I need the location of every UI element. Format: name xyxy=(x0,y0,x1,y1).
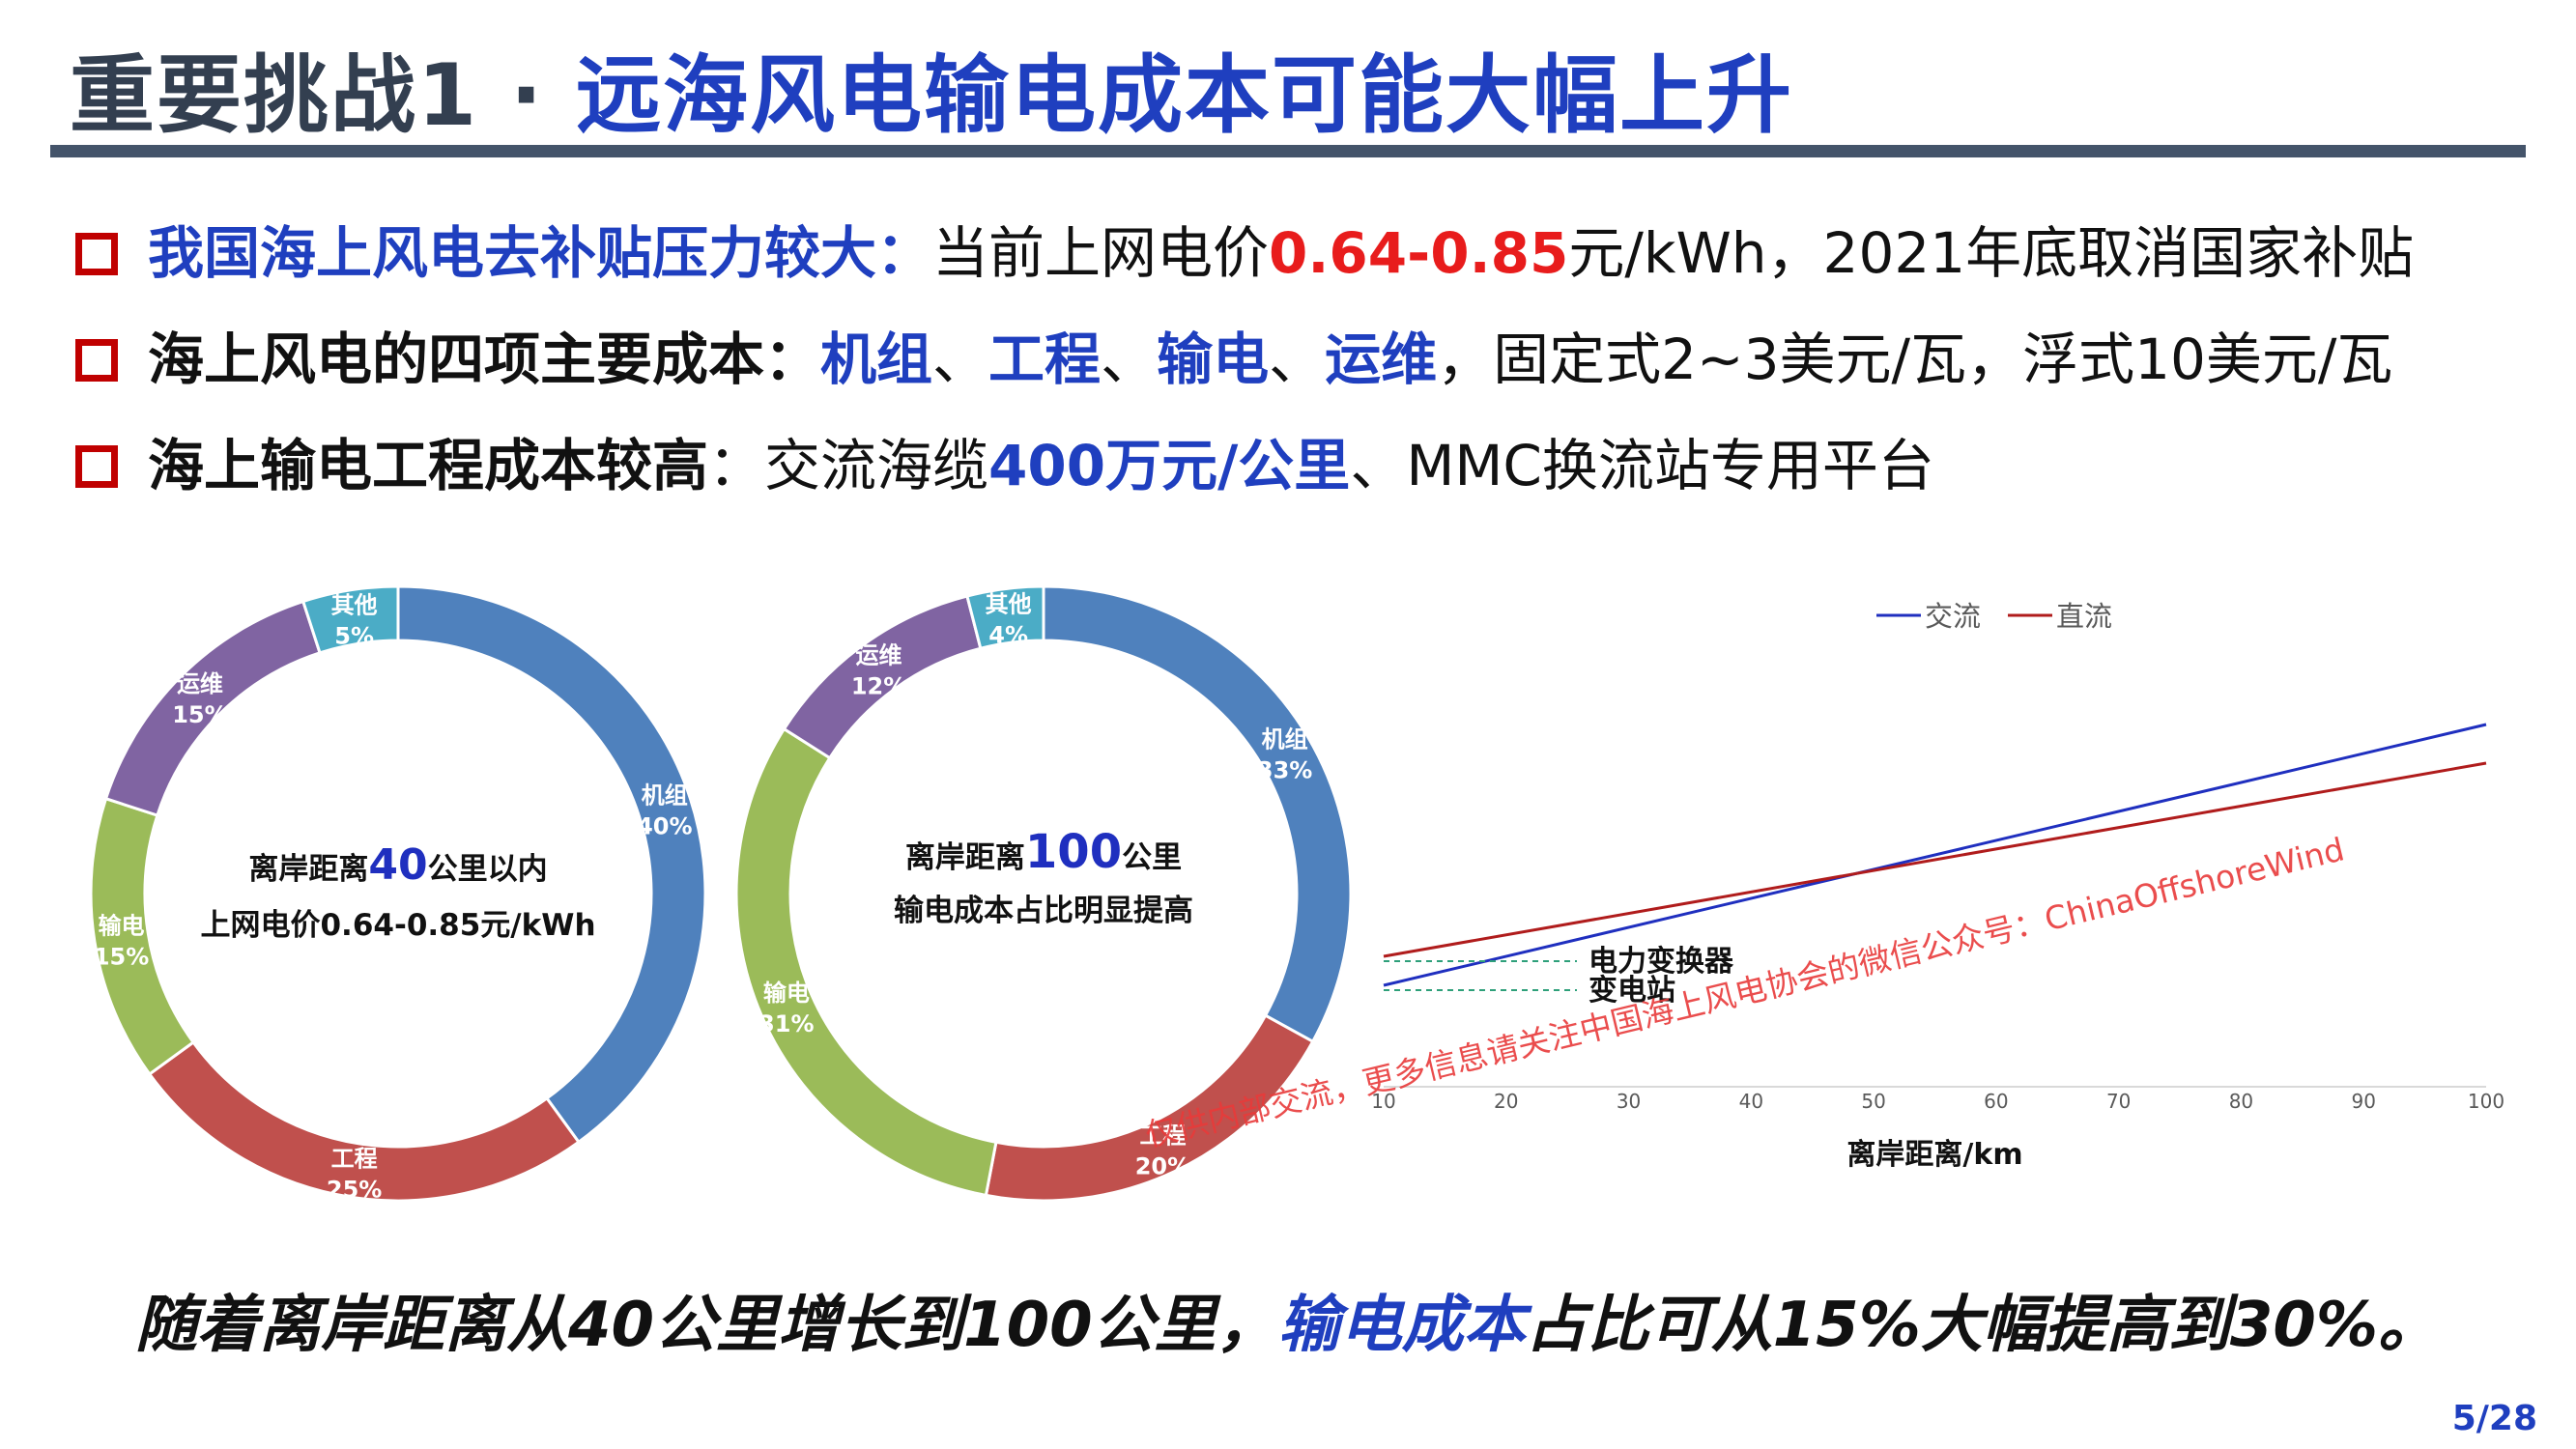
bullet-text: 元/kWh，2021年底取消国家补贴 xyxy=(1568,220,2415,286)
slice-value-label: 33% xyxy=(1257,756,1312,783)
donut-slice xyxy=(734,726,998,1198)
title-main: 远海风电输电成本可能大幅上升 xyxy=(575,45,1793,145)
x-axis-label: 离岸距离/km xyxy=(1846,1138,2022,1172)
slice-value-label: 31% xyxy=(758,1010,814,1037)
donut-center-line2: 上网电价0.64-0.85元/kWh xyxy=(200,908,595,943)
line-series xyxy=(1383,723,2487,987)
price-highlight: 0.64-0.85 xyxy=(1269,220,1569,286)
conclusion-highlight: 输电成本 xyxy=(1277,1290,1526,1361)
cost-item: 输电 xyxy=(1157,327,1270,392)
donut-center-line1: 离岸距离100公里 xyxy=(905,825,1182,879)
separator: 、 xyxy=(1269,327,1326,392)
donut-slice xyxy=(301,584,400,655)
cost-item: 工程 xyxy=(988,327,1102,392)
x-tick-label: 70 xyxy=(2106,1090,2131,1113)
cost-item: 运维 xyxy=(1325,327,1438,392)
separator: 、 xyxy=(932,327,989,392)
slice-value-label: 4% xyxy=(988,621,1028,648)
donut-slice xyxy=(1042,584,1353,1044)
bullet-label: 海上输电工程成本较高 xyxy=(148,433,709,498)
slice-label: 其他 xyxy=(986,590,1032,617)
slice-label: 其他 xyxy=(331,592,378,619)
slice-value-label: 5% xyxy=(334,623,374,650)
donut-slice xyxy=(396,584,707,1145)
x-tick-label: 40 xyxy=(1739,1090,1763,1113)
bullet-text: 、MMC换流站专用平台 xyxy=(1350,433,1934,498)
annotation-label: 电力变换器 xyxy=(1589,945,1734,979)
cable-cost-highlight: 400万元/公里 xyxy=(988,433,1351,498)
slice-label: 工程 xyxy=(331,1145,378,1172)
donut-center-line1: 离岸距离40公里以内 xyxy=(248,840,547,890)
legend-label: 直流 xyxy=(2056,600,2112,633)
slice-label: 机组 xyxy=(642,781,688,809)
slice-label: 工程 xyxy=(1139,1122,1186,1149)
legend-label: 交流 xyxy=(1925,600,1981,633)
x-tick-label: 100 xyxy=(2468,1090,2504,1113)
conclusion-text: 随着离岸距离从40公里增长到100公里，输电成本占比可从15%大幅提高到30%。 xyxy=(135,1290,2441,1361)
separator: ： xyxy=(708,433,765,498)
series-line xyxy=(1383,761,2487,958)
slice-label: 输电 xyxy=(763,980,810,1007)
x-tick-label: 90 xyxy=(2351,1090,2375,1113)
series-line xyxy=(1383,723,2487,987)
x-tick-label: 30 xyxy=(1617,1090,1641,1113)
bullet-text: 当前上网电价 xyxy=(932,220,1270,286)
donut-center-line2: 输电成本占比明显提高 xyxy=(894,894,1193,928)
square-bullet-icon xyxy=(75,445,118,488)
square-bullet-icon xyxy=(75,339,118,382)
cost-item: 机组 xyxy=(820,327,933,392)
title-divider xyxy=(50,145,2526,157)
page-number: 5/28 xyxy=(2451,1399,2537,1438)
square-bullet-icon xyxy=(75,233,118,275)
annotation-label: 变电站 xyxy=(1589,974,1675,1008)
charts-canvas: 机组 40% 工程 25% 输电 15% 运维 15% 其他 5% 机组 33% 工程 20% 输电 31%… xyxy=(89,584,2505,1203)
x-tick-label: 20 xyxy=(1494,1090,1518,1113)
chart-legend: 交流 直流 xyxy=(1876,600,2112,633)
x-axis-ticks: 10 20 30 40 50 60 70 80 90 100 xyxy=(1371,1090,2504,1113)
slice-label: 运维 xyxy=(177,670,223,697)
slice-label: 输电 xyxy=(99,912,145,939)
slice-label: 运维 xyxy=(856,641,902,668)
donut-chart-100km: 机组 33% 工程 20% 输电 31% 运维 12% 其他 4% xyxy=(734,584,1353,1203)
x-tick-label: 60 xyxy=(1984,1090,2008,1113)
bullet-text: 交流海缆 xyxy=(764,433,989,498)
bullet-label: 我国海上风电去补贴压力较大： xyxy=(148,220,933,286)
x-tick-label: 80 xyxy=(2229,1090,2253,1113)
slice-value-label: 12% xyxy=(851,672,906,699)
slice-label: 机组 xyxy=(1262,725,1308,753)
donut-chart-40km: 机组 40% 工程 25% 输电 15% 运维 15% 其他 5% xyxy=(89,584,707,1203)
title-prefix: 重要挑战1 · xyxy=(70,45,576,145)
bullet-text: ，固定式2~3美元/瓦，浮式10美元/瓦 xyxy=(1437,327,2393,392)
x-tick-label: 10 xyxy=(1371,1090,1395,1113)
slice-value-label: 25% xyxy=(327,1176,382,1203)
slice-value-label: 15% xyxy=(94,943,149,970)
separator: 、 xyxy=(1101,327,1158,392)
donut-slice xyxy=(965,584,1045,651)
slice-value-label: 15% xyxy=(172,701,227,728)
x-tick-label: 50 xyxy=(1861,1090,1885,1113)
slice-value-label: 20% xyxy=(1135,1152,1190,1179)
page-title: 重要挑战1 · 远海风电输电成本可能大幅上升 xyxy=(70,27,1793,150)
slice-value-label: 40% xyxy=(637,812,692,839)
bullet-label: 海上风电的四项主要成本： xyxy=(148,327,821,392)
